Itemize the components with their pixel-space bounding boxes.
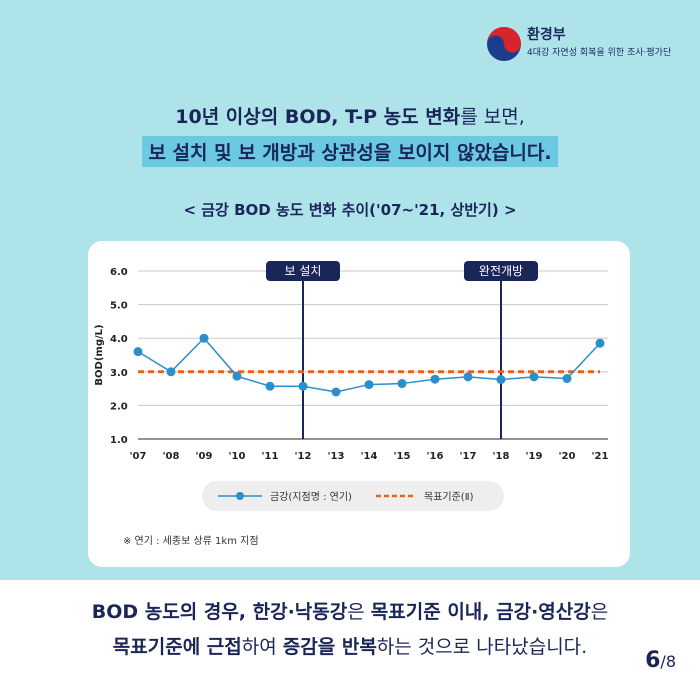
y-axis-label: BOD(mg/L): [94, 324, 105, 385]
bod-line-chart: 1.0 2.0 3.0 4.0 5.0 6.0 '07 '08 '09 '10 '11 '12 '13…: [94, 261, 609, 462]
chart-footnote: ※ 연기 : 세종보 상류 1km 지점: [123, 536, 259, 547]
headline-line2: 보 설치 및 보 개방과 상관성을 보이지 않았습니다.: [142, 136, 558, 167]
org-subtitle: 4대강 자연성 회복을 위한 조사·평가단: [527, 48, 672, 58]
page-total: /8: [660, 652, 676, 671]
summary-line2: 목표기준에 근접하여 증감을 반복하는 것으로 나타났습니다.: [0, 632, 700, 659]
summary-l2-text1: 하여: [241, 636, 283, 658]
x-tick-label: '09: [196, 451, 213, 462]
data-point: [364, 380, 374, 390]
y-tick-label: 5.0: [110, 301, 128, 312]
headline-line1: 10년 이상의 BOD, T-P 농도 변화를 보면,: [0, 102, 700, 129]
event-label-box: [464, 261, 538, 281]
event-label-box: [266, 261, 340, 281]
x-tick-label: '12: [295, 451, 312, 462]
data-point: [562, 374, 572, 384]
data-point: [166, 367, 176, 377]
chart-card: 1.0 2.0 3.0 4.0 5.0 6.0 '07 '08 '09 '10 '11 '12 '13…: [88, 241, 630, 567]
headline-rest: 를 보면,: [460, 106, 525, 128]
chart-legend: 금강(지점명 : 연기) 목표기준(Ⅱ): [202, 481, 504, 511]
data-point: [397, 379, 407, 389]
page-current: 6: [645, 648, 661, 673]
summary-l1-text2: 은: [590, 601, 609, 623]
chart-subtitle: < 금강 BOD 농도 변화 추이('07~'21, 상반기) >: [183, 201, 517, 219]
summary-l1-text1: 은: [347, 601, 371, 623]
data-point: [298, 381, 308, 391]
summary-band: [0, 580, 700, 700]
x-tick-label: '20: [559, 451, 576, 462]
x-tick-label: '19: [526, 451, 543, 462]
y-tick-label: 2.0: [110, 401, 128, 412]
x-tick-label: '14: [361, 451, 378, 462]
legend-series-marker-icon: [236, 492, 244, 500]
x-tick-label: '16: [427, 451, 444, 462]
data-point: [232, 371, 242, 381]
data-point: [133, 347, 143, 357]
data-point: [331, 387, 341, 397]
x-tick-label: '11: [262, 451, 279, 462]
x-tick-label: '13: [328, 451, 345, 462]
x-tick-label: '18: [493, 451, 510, 462]
event-label: 완전개방: [479, 264, 523, 278]
page-indicator: 6/8: [645, 648, 676, 673]
legend-reference-label: 목표기준(Ⅱ): [424, 491, 474, 503]
x-tick-label: '21: [592, 451, 609, 462]
y-tick-label: 1.0: [110, 435, 128, 446]
x-tick-label: '07: [130, 451, 147, 462]
legend-series-label: 금강(지점명 : 연기): [270, 491, 352, 503]
event-label: 보 설치: [285, 264, 322, 278]
data-point: [496, 375, 506, 385]
headline-bold: 10년 이상의 BOD, T-P 농도 변화: [175, 106, 461, 128]
x-tick-label: '10: [229, 451, 246, 462]
x-tick-label: '15: [394, 451, 411, 462]
summary-line1: BOD 농도의 경우, 한강·낙동강은 목표기준 이내, 금강·영산강은: [0, 597, 700, 624]
summary-l2-bold1: 목표기준에 근접: [112, 636, 242, 658]
x-tick-label: '17: [460, 451, 477, 462]
summary-l2-bold2: 증감을 반복: [282, 636, 377, 658]
data-point: [430, 374, 440, 384]
legend-svg: 금강(지점명 : 연기) 목표기준(Ⅱ): [218, 491, 474, 503]
data-point: [199, 333, 209, 343]
x-tick-label: '08: [163, 451, 180, 462]
data-point: [529, 372, 539, 382]
data-point: [595, 338, 605, 348]
org-name: 환경부: [527, 27, 566, 43]
y-tick-label: 6.0: [110, 267, 128, 278]
headline-line2-wrap: 보 설치 및 보 개방과 상관성을 보이지 않았습니다.: [0, 136, 700, 167]
data-point: [265, 381, 275, 391]
summary-l1-bold1: BOD 농도의 경우, 한강·낙동강: [91, 601, 348, 623]
data-point: [463, 372, 473, 382]
y-tick-label: 3.0: [110, 368, 128, 379]
taegeuk-logo-icon: [487, 27, 521, 61]
summary-l1-bold2: 목표기준 이내, 금강·영산강: [370, 601, 591, 623]
summary-l2-text2: 하는 것으로 나타났습니다.: [376, 636, 588, 658]
y-tick-label: 4.0: [110, 334, 128, 345]
